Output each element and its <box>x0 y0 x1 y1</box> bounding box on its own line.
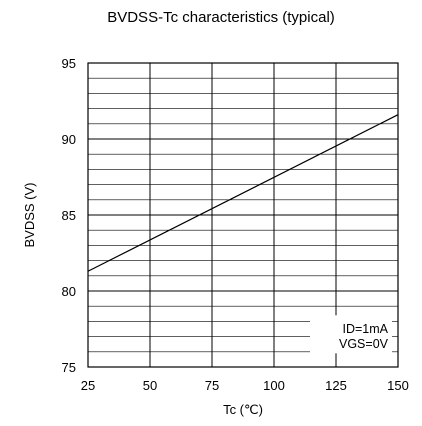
y-axis-label: BVDSS (V) <box>22 182 37 247</box>
annotation-text: VGS=0V <box>339 337 389 351</box>
series-line <box>87 114 399 272</box>
x-tick-label: 75 <box>205 378 219 393</box>
chart-title: BVDSS-Tc characteristics (typical) <box>107 9 335 26</box>
x-tick-labels: 25 50 75 100 125 150 <box>81 378 409 393</box>
x-axis-label: Tc (℃) <box>223 402 263 417</box>
x-tick-label: 100 <box>263 378 285 393</box>
y-tick-label: 85 <box>62 208 76 223</box>
x-tick-label: 25 <box>81 378 95 393</box>
y-tick-label: 95 <box>62 56 76 71</box>
annotation-background <box>310 315 392 354</box>
y-tick-label: 80 <box>62 284 76 299</box>
y-tick-label: 75 <box>62 360 76 375</box>
annotation-text: ID=1mA <box>342 322 388 336</box>
x-tick-label: 50 <box>143 378 157 393</box>
x-tick-label: 150 <box>387 378 409 393</box>
y-tick-labels: 75 80 85 90 95 <box>62 56 76 375</box>
x-tick-label: 125 <box>325 378 347 393</box>
plot-frame <box>87 62 399 368</box>
series-group <box>87 114 399 272</box>
y-tick-label: 90 <box>62 132 76 147</box>
